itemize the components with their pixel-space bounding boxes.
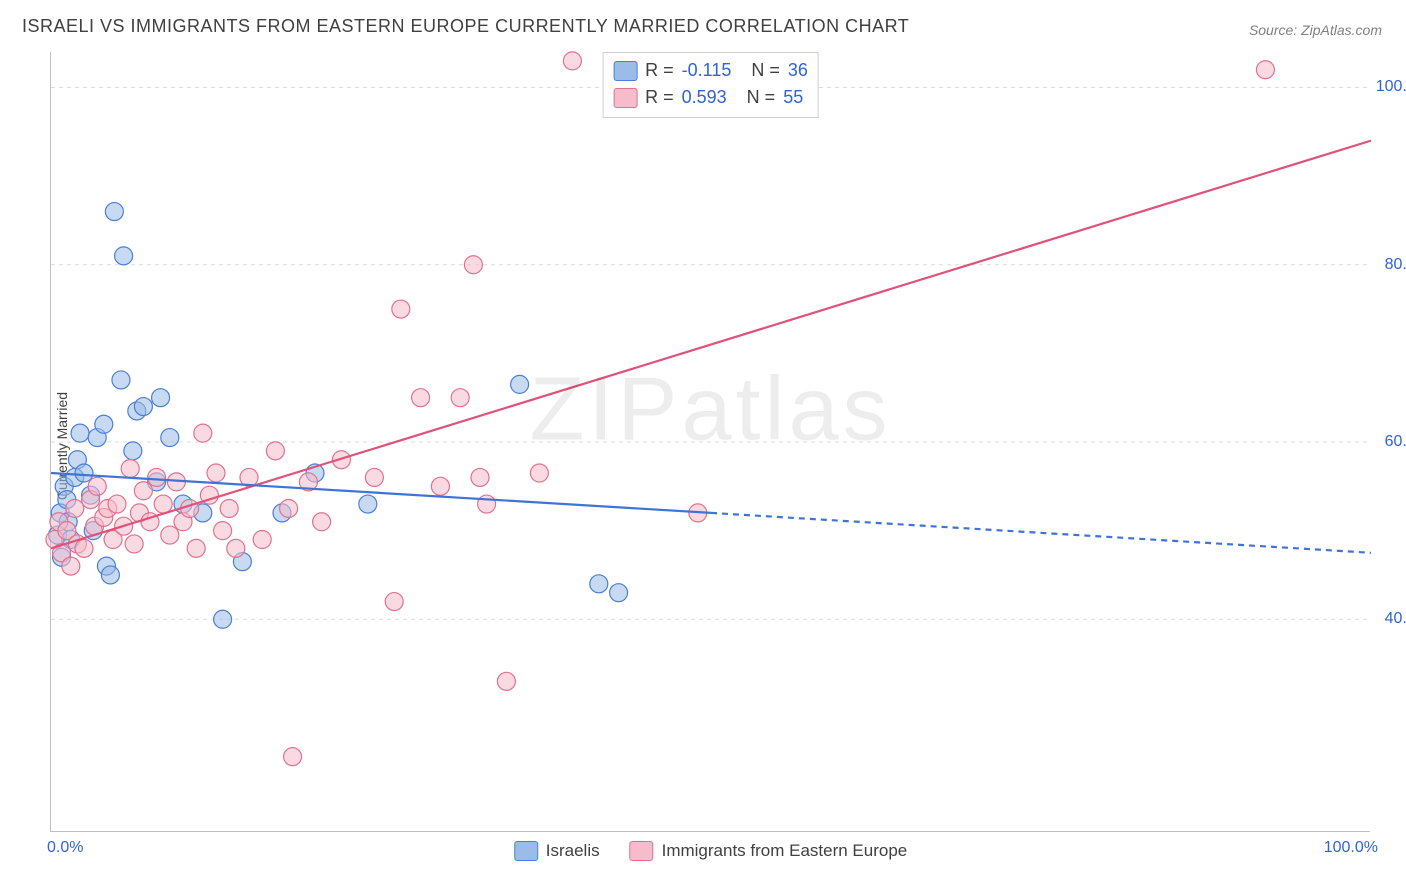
source-label: Source: ZipAtlas.com bbox=[1249, 22, 1382, 38]
legend-label-blue: Israelis bbox=[546, 841, 600, 861]
page-title: ISRAELI VS IMMIGRANTS FROM EASTERN EUROP… bbox=[22, 16, 909, 37]
swatch-blue bbox=[613, 61, 637, 81]
stat-n-value-pink: 55 bbox=[783, 84, 803, 111]
x-tick-max: 100.0% bbox=[1324, 839, 1378, 857]
legend-label-pink: Immigrants from Eastern Europe bbox=[662, 841, 908, 861]
scatter-chart bbox=[51, 52, 1371, 832]
swatch-pink bbox=[630, 841, 654, 861]
stats-box: R = -0.115 N = 36 R = 0.593 N = 55 bbox=[602, 52, 819, 118]
stat-n-value-blue: 36 bbox=[788, 57, 808, 84]
stat-r-value-blue: -0.115 bbox=[682, 57, 732, 84]
bottom-legend: Israelis Immigrants from Eastern Europe bbox=[514, 841, 908, 861]
legend-item-blue: Israelis bbox=[514, 841, 600, 861]
x-tick-min: 0.0% bbox=[47, 839, 83, 857]
legend-item-pink: Immigrants from Eastern Europe bbox=[630, 841, 908, 861]
y-tick-label: 80.0% bbox=[1385, 256, 1406, 274]
y-tick-label: 40.0% bbox=[1385, 610, 1406, 628]
y-tick-label: 100.0% bbox=[1376, 78, 1406, 96]
stat-r-value-pink: 0.593 bbox=[682, 84, 727, 111]
stat-r-label: R = bbox=[645, 57, 674, 84]
plot-area: ZIPatlas R = -0.115 N = 36 R = 0.593 N =… bbox=[50, 52, 1370, 832]
stats-row-pink: R = 0.593 N = 55 bbox=[613, 84, 808, 111]
stat-r-label: R = bbox=[645, 84, 674, 111]
stat-n-label: N = bbox=[747, 84, 776, 111]
swatch-pink bbox=[613, 88, 637, 108]
stats-row-blue: R = -0.115 N = 36 bbox=[613, 57, 808, 84]
stat-n-label: N = bbox=[751, 57, 780, 84]
y-tick-label: 60.0% bbox=[1385, 433, 1406, 451]
swatch-blue bbox=[514, 841, 538, 861]
